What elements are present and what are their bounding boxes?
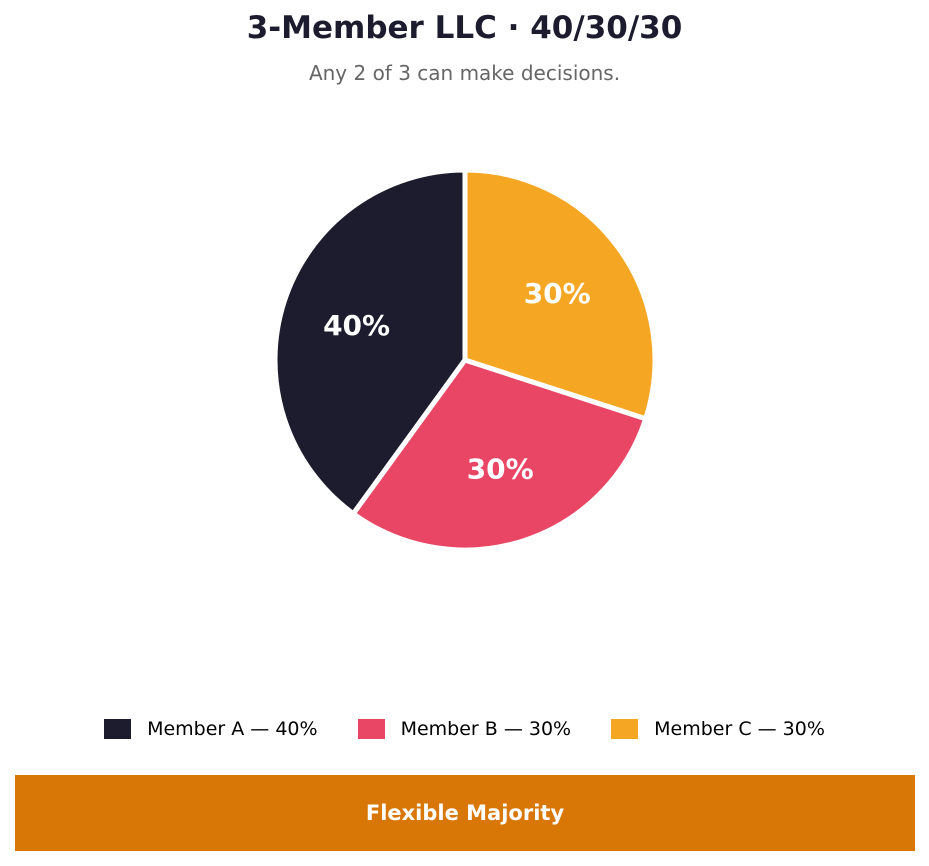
- chart-subtitle: Any 2 of 3 can make decisions.: [308, 61, 621, 85]
- pie-chart: 40% 30% 30%: [272, 167, 658, 553]
- legend-swatch-a: [104, 719, 132, 739]
- legend-label: Member C — 30%: [654, 718, 825, 740]
- legend-label: Member B — 30%: [400, 718, 572, 740]
- pie-slice-member-b: [350, 357, 649, 553]
- pie-slice-member-c: [462, 167, 658, 422]
- legend-item-member-c: Member C — 30%: [611, 718, 825, 740]
- legend-swatch-c: [611, 719, 639, 739]
- slice-label: 40%: [323, 309, 390, 342]
- slice-label: 30%: [524, 277, 591, 310]
- banner-text: Flexible Majority: [365, 801, 565, 825]
- legend-item-member-b: Member B — 30%: [357, 718, 572, 740]
- legend-label: Member A — 40%: [147, 718, 318, 740]
- pie-slice-member-a: [272, 167, 468, 517]
- legend-swatch-b: [357, 719, 385, 739]
- verdict-banner: Flexible Majority: [15, 775, 915, 851]
- legend-item-member-a: Member A — 40%: [104, 718, 318, 740]
- chart-title: 3-Member LLC · 40/30/30: [246, 10, 683, 46]
- legend: Member A — 40% Member B — 30% Member C —…: [0, 718, 929, 740]
- slice-label: 30%: [467, 452, 534, 485]
